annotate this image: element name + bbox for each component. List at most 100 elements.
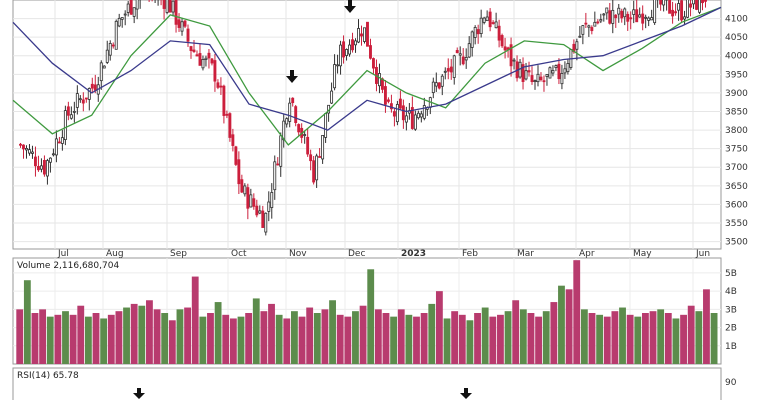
candle-body xyxy=(363,27,366,42)
candle-body xyxy=(446,68,450,72)
volume-bar xyxy=(451,311,459,364)
candle-body xyxy=(366,21,369,47)
rsi-axis: 90 xyxy=(725,378,737,388)
volume-bar xyxy=(352,311,359,364)
candle-body xyxy=(389,103,393,110)
candle-body xyxy=(360,33,363,37)
volume-bar xyxy=(596,314,604,364)
candle-body xyxy=(530,75,534,83)
candle-body xyxy=(258,210,262,214)
candle-body xyxy=(551,70,555,74)
candle-body xyxy=(617,7,621,15)
candle-body xyxy=(593,21,597,27)
candle-body xyxy=(419,113,423,118)
candle-body xyxy=(500,35,504,47)
candle-body xyxy=(25,147,28,151)
candle-body xyxy=(578,35,582,38)
candle-body xyxy=(22,144,25,150)
candle-body xyxy=(285,118,289,125)
candle-body xyxy=(207,52,211,59)
candle-body xyxy=(321,135,325,160)
candle-body xyxy=(114,20,118,50)
sma-short-line xyxy=(12,6,722,146)
candle-body xyxy=(183,20,187,27)
candle-body xyxy=(689,3,692,8)
volume-bar xyxy=(229,318,237,364)
volume-bar xyxy=(168,320,176,364)
candle-body xyxy=(527,70,531,73)
candle-body xyxy=(210,58,214,64)
candle-body xyxy=(641,13,645,24)
down-arrow-marker xyxy=(133,388,145,399)
volume-tick-label: 3B xyxy=(725,305,737,315)
candle-body xyxy=(99,62,103,82)
candle-body xyxy=(644,16,648,19)
candle-body xyxy=(273,161,277,191)
candle-body xyxy=(132,7,136,17)
volume-bar xyxy=(558,285,565,364)
month-label: May xyxy=(633,249,652,259)
volume-bar xyxy=(16,309,24,364)
volume-bar xyxy=(77,305,85,364)
volume-bar xyxy=(115,311,123,364)
candle-body xyxy=(386,99,390,102)
candle-body xyxy=(129,0,133,15)
volume-bars xyxy=(16,260,718,364)
candle-body xyxy=(599,19,603,22)
candle-body xyxy=(276,163,280,166)
candle-body xyxy=(222,85,226,116)
candle-body xyxy=(557,63,561,80)
candle-body xyxy=(126,3,130,13)
candle-body xyxy=(461,56,465,65)
candle-body xyxy=(542,80,546,83)
candle-body xyxy=(620,10,624,19)
candle-body xyxy=(330,90,334,104)
volume-bar xyxy=(39,309,47,364)
candle-body xyxy=(437,82,441,89)
candle-body xyxy=(261,210,265,228)
candle-body xyxy=(348,44,351,55)
volume-bar xyxy=(46,316,54,364)
candle-body xyxy=(449,66,453,73)
volume-bar xyxy=(100,318,108,364)
volume-bar xyxy=(565,289,573,364)
candle-body xyxy=(57,141,61,144)
candle-body xyxy=(270,192,274,208)
rsi-panel xyxy=(12,367,722,400)
candle-body xyxy=(548,67,552,79)
volume-bar xyxy=(184,307,191,364)
candle-body xyxy=(491,22,495,24)
down-arrow-marker xyxy=(344,0,356,13)
candle-body xyxy=(608,10,612,24)
candle-body xyxy=(467,43,471,58)
candle-body xyxy=(255,205,259,216)
volume-bar xyxy=(703,289,710,364)
month-label: Jun xyxy=(695,249,710,259)
candle-body xyxy=(659,0,663,5)
volume-bar xyxy=(641,313,649,364)
volume-bar xyxy=(504,311,512,364)
candle-body xyxy=(357,28,360,43)
candle-body xyxy=(306,136,310,155)
candle-body xyxy=(668,0,672,14)
volume-bar xyxy=(268,303,275,364)
volume-bar xyxy=(31,313,39,364)
candle-body xyxy=(336,64,340,67)
candle-body xyxy=(303,134,307,136)
volume-bar xyxy=(313,313,321,364)
candle-body xyxy=(680,0,684,21)
candle-body xyxy=(611,9,615,24)
volume-bar xyxy=(62,311,69,364)
volume-bar xyxy=(672,318,680,364)
candle-body xyxy=(225,113,229,116)
candle-body xyxy=(34,156,37,167)
volume-bar xyxy=(321,309,329,364)
candle-body xyxy=(470,31,474,48)
price-tick-label: 4000 xyxy=(725,52,748,62)
candle-body xyxy=(105,49,109,63)
candle-body xyxy=(443,70,447,73)
candle-body xyxy=(521,64,525,82)
volume-axis: 1B 2B 3B 4B 5B xyxy=(725,269,737,352)
volume-tick-label: 5B xyxy=(725,269,737,279)
candle-body xyxy=(288,102,292,122)
